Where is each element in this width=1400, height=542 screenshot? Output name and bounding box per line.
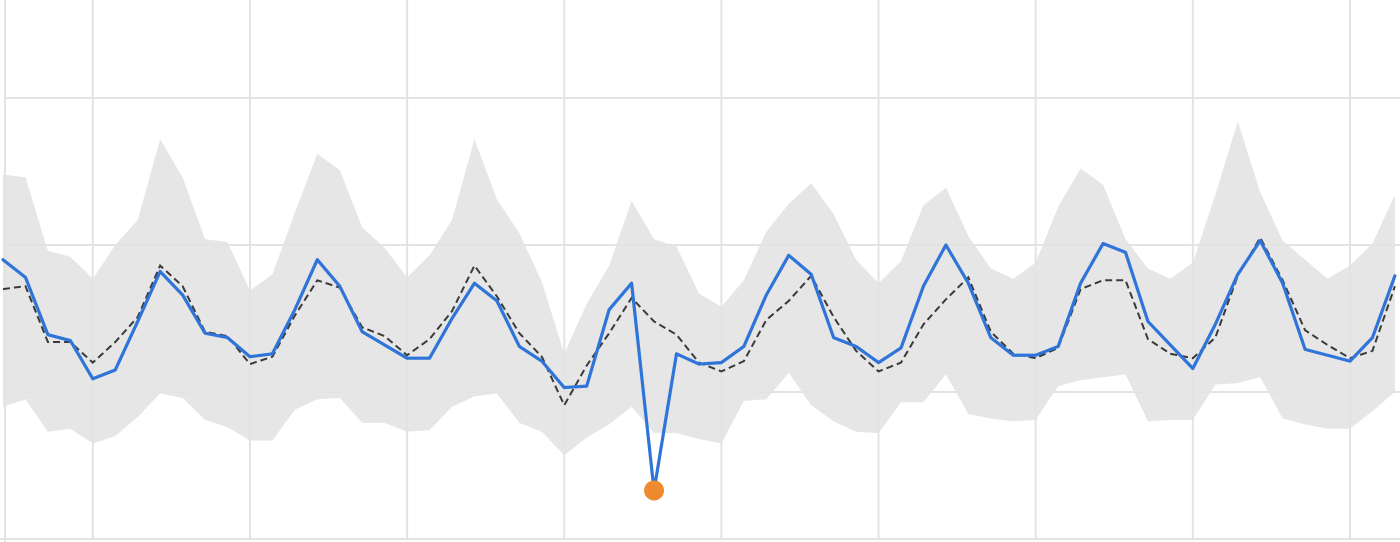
- actual-series-line: [1, 238, 1397, 493]
- anomaly-markers: [644, 480, 665, 501]
- anomaly-point[interactable]: [644, 480, 665, 501]
- confidence-band-layer: [3, 121, 1395, 456]
- confidence-band: [3, 121, 1395, 456]
- series-layer: [1, 235, 1397, 493]
